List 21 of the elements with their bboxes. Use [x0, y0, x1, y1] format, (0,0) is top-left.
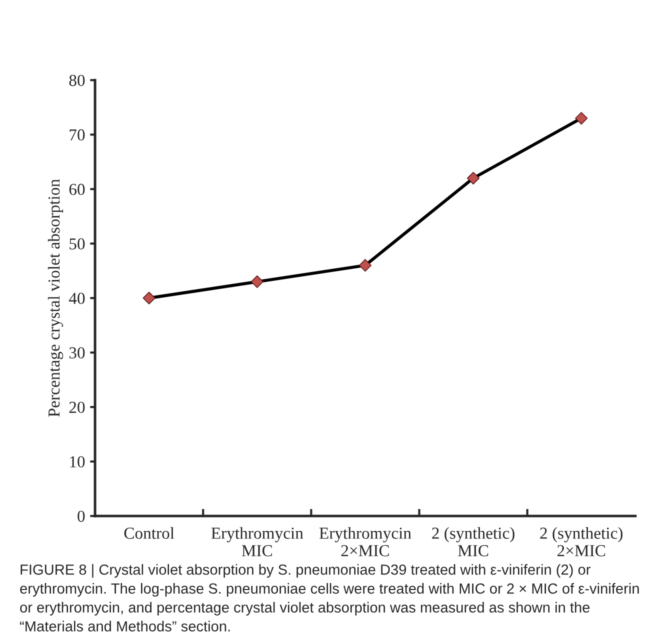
x-tick-label: Control	[124, 527, 174, 539]
y-tick-label: 0	[78, 510, 85, 522]
point	[466, 172, 480, 185]
x-tick-label: Erythromycin MIC	[211, 527, 304, 556]
x-tick-label: 2 (synthetic) 2×MIC	[540, 527, 622, 556]
y-tick-label: 50	[70, 238, 85, 250]
y-tick-label: 40	[68, 292, 85, 304]
x-tick-label: Erythromycin 2×MIC	[319, 527, 412, 556]
point	[575, 112, 588, 125]
y-tick-label: 80	[69, 74, 85, 86]
y-tick-label: 20	[69, 402, 85, 413]
point	[142, 292, 156, 304]
y-tick-label: 10	[70, 456, 85, 468]
y-tick-label: 60	[69, 184, 85, 196]
y-tick-label: 30	[69, 347, 85, 358]
y-axis-title: Percentage crystal violet absorption	[48, 179, 64, 417]
y-tick-label: 70	[70, 129, 85, 141]
point	[358, 259, 372, 272]
caption: FIGURE 8 | Crystal violet absorption by S. pneumoniae D39 treated with ε-viniferin (2) or erythromycin. The log-phase S. pneumoniae cells were treated with MIC or 2 × MIC of ε-viniferin or erythromycin, and percentage crystal violet absorption was measured as shown in the “Materials and Methods” section.	[20, 564, 639, 632]
x-tick-label: 2 (synthetic) MIC	[432, 527, 514, 556]
point	[250, 275, 264, 288]
